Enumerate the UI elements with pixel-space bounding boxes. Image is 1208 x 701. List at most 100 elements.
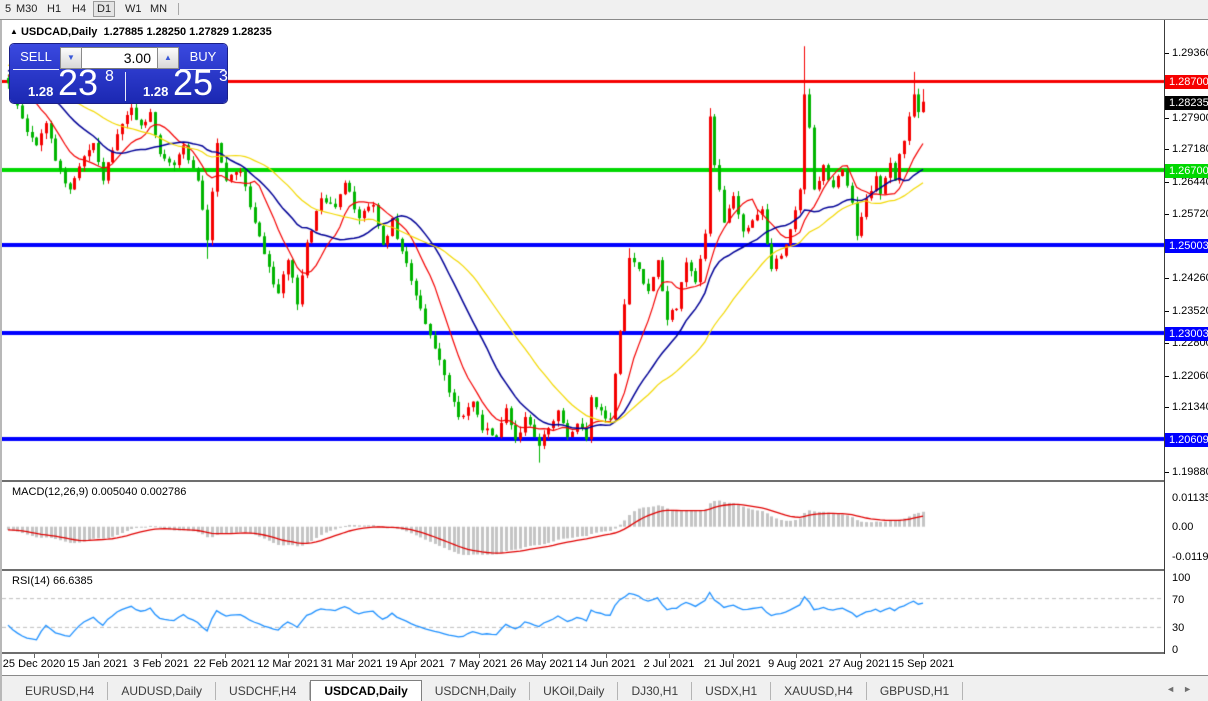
timeframe-button-5[interactable]: 5 <box>5 3 12 15</box>
buy-button[interactable]: BUY <box>189 49 217 64</box>
price-level-badge: 1.28235 <box>1165 95 1208 110</box>
price-tick-mark <box>1165 342 1169 344</box>
price-tick: 1.26440 <box>1172 176 1208 189</box>
date-axis[interactable]: 25 Dec 2020 15 Jan 2021 3 Feb 2021 22 Feb 2… <box>2 654 1208 675</box>
chart-expand-icon[interactable]: ▲ <box>10 27 18 36</box>
date-label: 27 Aug 2021 <box>828 658 891 670</box>
chart-tab-audusd[interactable]: AUDUSD,Daily <box>108 682 217 700</box>
price-divider <box>125 72 126 101</box>
price-level-badge: 1.26700 <box>1165 163 1208 178</box>
date-tick-mark <box>351 654 353 658</box>
volume-increase-button[interactable]: ▲ <box>157 47 179 69</box>
price-level-badge: 1.25003 <box>1165 238 1208 253</box>
timeframe-toolbar: 5 M30 H1 H4 D1 W1 MN <box>0 0 1208 20</box>
timeframe-button-h1[interactable]: H1 <box>47 3 62 15</box>
price-tick-mark <box>1165 278 1169 280</box>
rsi-label: RSI(14) 66.6385 <box>12 575 93 587</box>
buy-price-sup: 3 <box>219 68 228 85</box>
date-label: 25 Dec 2020 <box>2 658 66 670</box>
rsi-pane-canvas[interactable] <box>2 572 1164 652</box>
macd-axis-tick: 0.01135 <box>1172 491 1208 504</box>
buy-price-prefix: 1.28 <box>143 84 169 99</box>
date-label: 12 Mar 2021 <box>257 658 319 670</box>
date-tick-mark <box>796 654 797 658</box>
ohlc-low: 1.27829 <box>189 26 229 38</box>
date-tick-mark <box>478 654 480 658</box>
one-click-trade-panel: SELL ▼ ▲ BUY 1.28 23 8 1.28 25 3 <box>10 44 228 103</box>
chart-window: ▲ USDCAD,Daily 1.27885 1.28250 1.27829 1… <box>0 20 1208 701</box>
date-label: 22 Feb 2021 <box>193 658 256 670</box>
macd-name: MACD(12,26,9) <box>12 486 89 498</box>
ohlc-close: 1.28235 <box>232 26 272 38</box>
chart-tab-ukoil[interactable]: UKOil,Daily <box>530 682 619 700</box>
price-level-badge: 1.28700 <box>1165 75 1208 90</box>
buy-underline <box>180 69 225 70</box>
chart-tab-usdx[interactable]: USDX,H1 <box>692 682 772 700</box>
chart-ohlc-header: ▲ USDCAD,Daily 1.27885 1.28250 1.27829 1… <box>10 26 272 38</box>
price-tick-mark <box>1165 182 1169 184</box>
toolbar-separator <box>178 3 179 15</box>
tab-scroll-arrows: ◄► <box>1166 684 1200 694</box>
macd-signal-value: 0.002786 <box>140 486 187 498</box>
chart-tab-xauusd[interactable]: XAUUSD,H4 <box>771 682 867 700</box>
macd-main-value: 0.005040 <box>91 486 138 498</box>
date-tick-mark <box>415 654 416 658</box>
date-tick-mark <box>605 654 607 658</box>
date-tick-mark <box>288 654 289 658</box>
price-tick: 1.25720 <box>1172 207 1208 220</box>
chart-tab-gbpusd[interactable]: GBPUSD,H1 <box>867 682 964 700</box>
timeframe-button-w1[interactable]: W1 <box>125 3 142 15</box>
volume-stepper: ▼ ▲ <box>60 47 179 69</box>
macd-pane-canvas[interactable] <box>2 483 1164 569</box>
tab-scroll-right-icon[interactable]: ► <box>1183 684 1200 694</box>
tab-scroll-left-icon[interactable]: ◄ <box>1166 684 1184 694</box>
sell-underline <box>13 69 59 70</box>
buy-price[interactable]: 1.28 25 3 <box>127 62 228 103</box>
sell-price-big: 23 <box>58 62 99 103</box>
chart-tabs: EURUSD,H4 AUDUSD,Daily USDCHF,H4 USDCAD,Dai… <box>12 676 964 701</box>
pane-separator[interactable] <box>2 569 1165 572</box>
rsi-axis-tick: 70 <box>1172 593 1185 606</box>
price-tick: 1.19880 <box>1172 466 1208 478</box>
volume-decrease-button[interactable]: ▼ <box>60 47 82 69</box>
chart-tab-usdcad[interactable]: USDCAD,Daily <box>310 680 422 701</box>
sell-button[interactable]: SELL <box>20 49 52 64</box>
date-label: 15 Jan 2021 <box>67 658 128 670</box>
sell-price[interactable]: 1.28 23 8 <box>10 62 125 103</box>
timeframe-button-h4[interactable]: H4 <box>72 3 87 15</box>
date-tick-mark <box>161 654 162 658</box>
price-tick: 1.22060 <box>1172 369 1208 382</box>
price-tick-mark <box>1165 375 1169 377</box>
price-level-badge: 1.23003 <box>1165 326 1208 341</box>
chart-tab-dj30[interactable]: DJ30,H1 <box>618 682 693 700</box>
rsi-name: RSI(14) <box>12 575 50 587</box>
date-label: 19 Apr 2021 <box>385 658 445 670</box>
price-tick-mark <box>1165 407 1169 409</box>
date-label: 15 Sep 2021 <box>891 658 955 670</box>
date-tick-mark <box>34 654 35 658</box>
volume-input[interactable] <box>82 47 157 69</box>
rsi-axis-tick: 0 <box>1172 644 1179 656</box>
date-tick-mark <box>859 654 861 658</box>
price-tick-mark <box>1165 149 1169 151</box>
date-label: 3 Feb 2021 <box>133 658 189 670</box>
chart-tab-usdcnh[interactable]: USDCNH,Daily <box>422 682 531 700</box>
date-label: 21 Jul 2021 <box>704 658 761 670</box>
price-tick: 1.23520 <box>1172 305 1208 318</box>
pane-separator[interactable] <box>2 480 1165 483</box>
date-label: 2 Jul 2021 <box>643 658 695 670</box>
chart-tab-eurusd[interactable]: EURUSD,H4 <box>12 682 109 700</box>
chart-tab-bar: EURUSD,H4 AUDUSD,Daily USDCHF,H4 USDCAD,Dai… <box>2 675 1208 701</box>
macd-label: MACD(12,26,9) 0.005040 0.002786 <box>12 486 186 498</box>
timeframe-button-m30[interactable]: M30 <box>16 3 38 15</box>
timeframe-button-mn[interactable]: MN <box>150 3 168 15</box>
timeframe-button-d1[interactable]: D1 <box>93 1 116 17</box>
price-tick: 1.24260 <box>1172 272 1208 285</box>
rsi-axis-tick: 100 <box>1172 572 1191 584</box>
price-level-badge: 1.20609 <box>1165 432 1208 447</box>
ohlc-high: 1.28250 <box>146 26 187 38</box>
price-tick-mark <box>1165 52 1169 54</box>
chart-tab-usdchf[interactable]: USDCHF,H4 <box>216 682 311 700</box>
price-tick-mark <box>1165 472 1169 473</box>
